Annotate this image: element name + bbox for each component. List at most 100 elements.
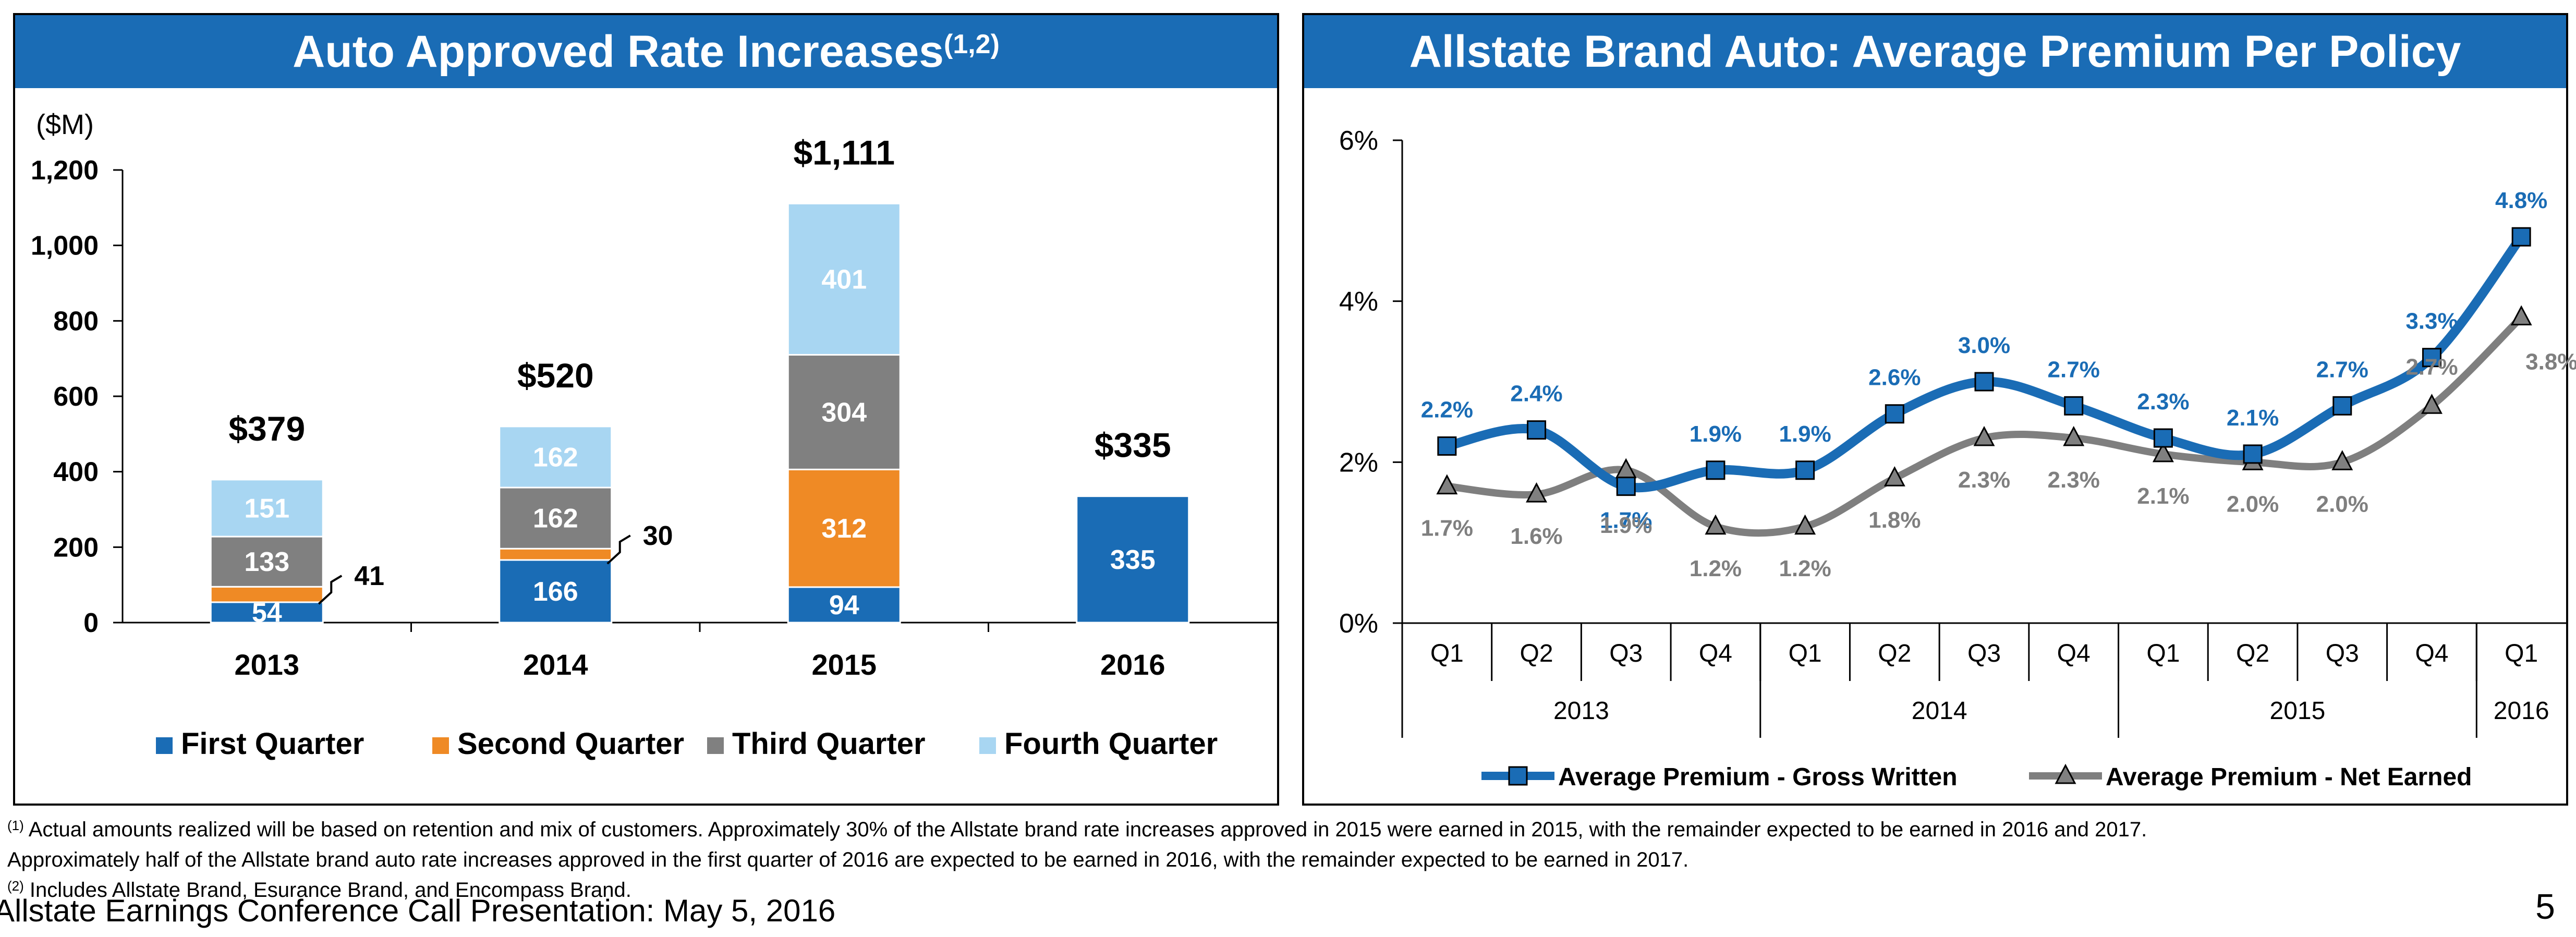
net-earned-data-label: 2.3% — [2048, 467, 2100, 493]
bar-segment-label: 335 — [1110, 545, 1156, 575]
net-earned-marker — [1973, 425, 1995, 446]
bar-legend-swatch — [432, 737, 449, 754]
net-earned-marker — [1436, 474, 1458, 495]
net-earned-data-label: 1.2% — [1779, 556, 1831, 581]
bar-segment-label: 401 — [821, 264, 867, 295]
rate-increases-title: Auto Approved Rate Increases — [293, 27, 944, 77]
line-x-quarter-label: Q1 — [2146, 640, 2180, 667]
bar-callout-label: 30 — [643, 521, 673, 551]
gross-written-data-label: 1.9% — [1779, 421, 1831, 447]
bar-callout-leader — [606, 534, 631, 565]
gross-written-marker — [2422, 348, 2441, 368]
bar-segment — [210, 479, 324, 538]
bar-segment-label: 94 — [829, 590, 859, 620]
bar-category-label: 2016 — [1100, 648, 1165, 681]
gross-written-data-label: 2.2% — [1421, 397, 1473, 422]
gross-written-marker — [1974, 372, 1994, 392]
rate-increases-header: Auto Approved Rate Increases(1,2) — [15, 15, 1277, 88]
footnote-1-line-2: Approximately half of the Allstate brand… — [7, 845, 2552, 875]
net-earned-data-label: 2.7% — [2405, 354, 2458, 380]
bar-callout-leader — [318, 575, 343, 605]
footnote-2-text: Includes Allstate Brand, Esurance Brand,… — [29, 879, 631, 902]
bar-segment — [499, 486, 613, 550]
footnote-1-line-1: (1) Actual amounts realized will be base… — [7, 814, 2552, 845]
bar-total-label: $1,111 — [793, 133, 895, 172]
line-x-year-label: 2013 — [1553, 697, 1609, 725]
gross-written-marker — [1616, 477, 1636, 496]
net-earned-marker — [2421, 394, 2443, 414]
line-x-quarter-label: Q2 — [1520, 640, 1553, 667]
line-y-tick-label: 2% — [1339, 447, 1378, 478]
line-y-tick-label: 4% — [1339, 287, 1378, 317]
gross-written-data-label: 4.8% — [2495, 188, 2547, 213]
bar-total-label: $379 — [228, 409, 305, 448]
net-earned-marker — [2331, 450, 2353, 470]
gross-written-data-label: 2.3% — [2137, 389, 2189, 415]
gross-written-data-label: 2.6% — [1868, 365, 1921, 391]
bar-category-label: 2014 — [523, 648, 588, 681]
bar-legend-swatch — [707, 737, 724, 754]
line-x-year-label: 2016 — [2494, 697, 2549, 725]
gross-written-marker — [2153, 428, 2173, 448]
rate-increases-panel: Auto Approved Rate Increases(1,2) ($M) 0 2… — [13, 13, 1279, 806]
net-earned-data-label: 1.2% — [1690, 556, 1742, 581]
bar-y-tick-label: 0 — [83, 608, 99, 638]
gross-written-data-label: 3.0% — [1958, 333, 2010, 358]
line-x-quarter-label: Q1 — [1789, 640, 1822, 667]
average-premium-panel: Allstate Brand Auto: Average Premium Per… — [1302, 13, 2576, 806]
gross-written-marker — [1795, 460, 1815, 480]
net-earned-data-label: 1.6% — [1510, 524, 1562, 549]
gross-written-marker — [1706, 460, 1726, 480]
bar-y-tick-label: 200 — [53, 532, 99, 563]
bar-segment — [787, 468, 901, 588]
line-y-tick-label: 0% — [1339, 609, 1378, 639]
net-earned-marker — [2152, 442, 2174, 463]
bar-legend-label: First Quarter — [181, 727, 364, 761]
bar-y-tick-label: 1,200 — [31, 155, 99, 186]
net-earned-marker — [1794, 514, 1816, 535]
gross-written-marker — [1885, 404, 1904, 424]
line-chart: 0% 2% 4% 6% Q1 Q2 Q3 Q4 Q1 Q2 Q3 Q4 Q1 Q2 Q3 Q4 Q1 2013 20… — [1339, 126, 2576, 791]
net-earned-data-label: 1.9% — [1600, 513, 1652, 538]
line-y-tick-label: 6% — [1339, 126, 1378, 156]
gross-written-marker — [1527, 420, 1547, 440]
net-earned-marker — [1705, 514, 1727, 535]
gross-written-data-label: 2.7% — [2048, 357, 2100, 382]
gross-written-marker — [2511, 227, 2531, 247]
bar-segment-label: 312 — [821, 514, 867, 544]
line-x-quarter-label: Q3 — [2326, 640, 2359, 667]
net-earned-data-label: 2.0% — [2227, 491, 2279, 517]
net-earned-marker — [1526, 482, 1548, 503]
net-earned-data-label: 3.8% — [2525, 349, 2576, 375]
gross-written-data-label: 2.7% — [2316, 357, 2368, 382]
footnote-1-text-line-1: Actual amounts realized will be based on… — [28, 818, 2147, 841]
bar-segment-label: 166 — [533, 577, 578, 607]
footnote-1-marker: (1) — [7, 818, 24, 833]
line-x-quarter-label: Q4 — [1699, 640, 1732, 667]
gross-written-marker — [2332, 396, 2352, 416]
line-x-quarter-label: Q1 — [1430, 640, 1464, 667]
page-number: 5 — [2535, 887, 2555, 927]
line-x-quarter-label: Q3 — [1967, 640, 2001, 667]
bar-category-label: 2015 — [811, 648, 877, 681]
bar-segment — [210, 586, 324, 603]
bar-legend-label: Third Quarter — [732, 727, 926, 761]
rate-increases-title-superscript: (1,2) — [944, 29, 1000, 59]
bar-y-tick-label: 1,000 — [31, 231, 99, 261]
bar-segment-label: 151 — [244, 493, 289, 524]
net-earned-data-label: 1.8% — [1868, 507, 1921, 533]
presentation-footer-title: Allstate Earnings Conference Call Presen… — [0, 893, 836, 928]
gross-written-data-label: 2.4% — [1510, 381, 1562, 407]
gross-written-data-label: 1.7% — [1600, 508, 1652, 533]
bar-segment-label: 162 — [533, 504, 578, 534]
bar-segment-label: 304 — [821, 397, 867, 428]
bar-segment — [499, 559, 613, 624]
bar-segment — [499, 547, 613, 561]
gross-written-data-label: 2.1% — [2227, 405, 2279, 431]
net-earned-marker — [2510, 305, 2532, 326]
bar-y-tick-label: 800 — [53, 306, 99, 336]
gross-written-legend-marker — [1508, 766, 1528, 786]
net-earned-marker — [1884, 466, 1905, 486]
bar-y-tick-label: 400 — [53, 457, 99, 488]
average-premium-header: Allstate Brand Auto: Average Premium Per… — [1304, 15, 2566, 88]
